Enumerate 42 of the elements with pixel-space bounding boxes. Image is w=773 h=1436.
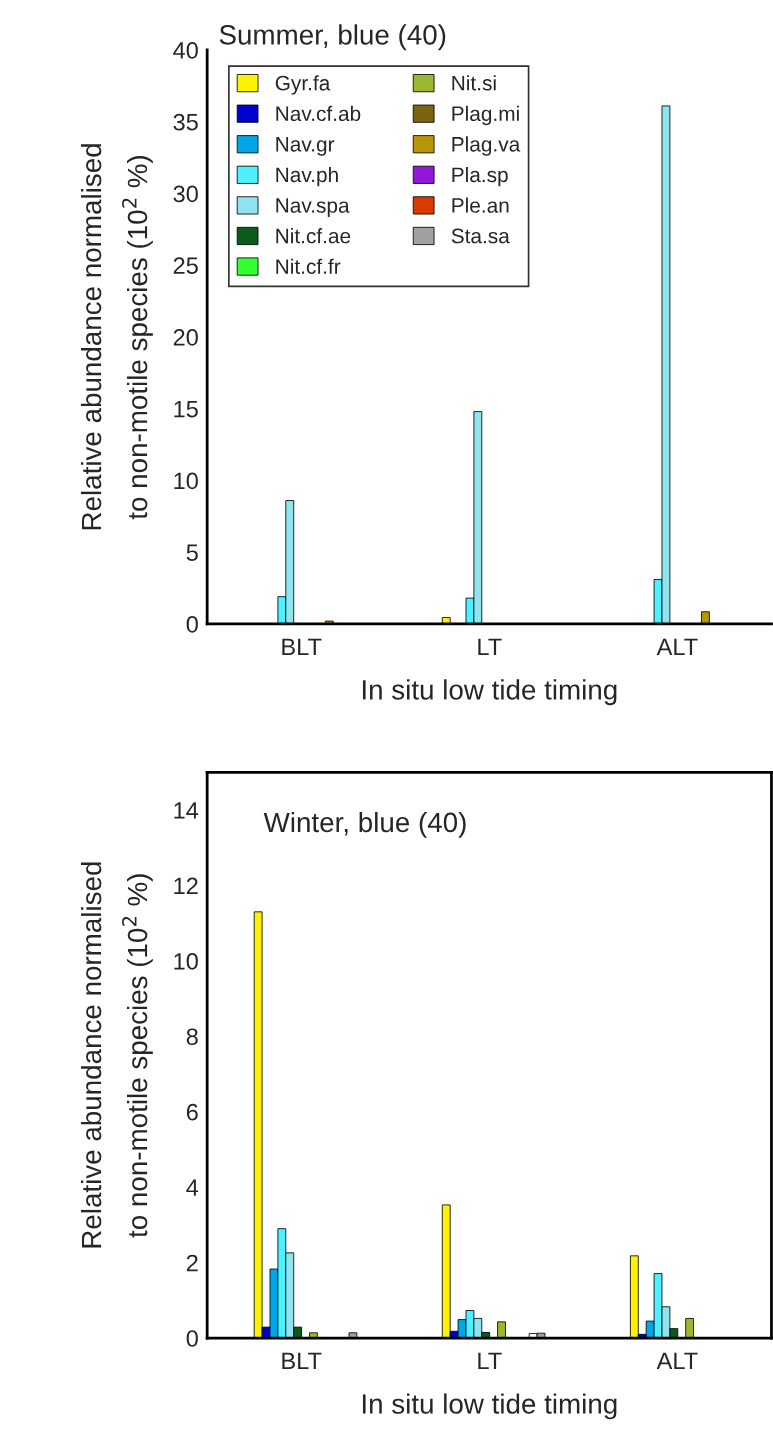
- x-tick-label: ALT: [656, 1352, 698, 1370]
- y-axis-title: Relative abundance normalised to non-motile species (10$^{2}$ %): [80, 862, 153, 1248]
- annotation: Winter, blue (40): [263, 811, 466, 838]
- legend-label: Nav.gr: [276, 137, 335, 156]
- y-tick-label: 4: [186, 1179, 199, 1196]
- y-tick-label: 30: [173, 185, 198, 203]
- x-axis-title: In situ low tide timing: [362, 679, 617, 706]
- y-tick-label: 5: [186, 544, 198, 561]
- legend-label: Nit.cf.ae: [276, 228, 351, 244]
- legend-label: Gyr.fa: [275, 75, 331, 95]
- y-tick-label: 2: [186, 1254, 198, 1272]
- y-tick-label: 10: [174, 472, 198, 490]
- y-tick-label: 14: [174, 802, 199, 819]
- y-tick-label: 8: [186, 1028, 198, 1046]
- x-tick-label: BLT: [282, 1352, 322, 1370]
- x-tick-label: LT: [478, 1352, 502, 1370]
- y-tick-label: 15: [174, 401, 198, 418]
- legend-label: Plag.mi: [452, 105, 519, 126]
- y-tick-label: 10: [174, 952, 198, 970]
- y-axis-title: Relative abundance normalised to non-motile species (10$^{2}$ %): [80, 144, 153, 530]
- legend-label: Nav.spa: [276, 198, 350, 217]
- legend-label: Nav.cf.ab: [276, 105, 361, 122]
- x-tick-label: LT: [478, 638, 502, 655]
- y-tick-label: 25: [173, 257, 198, 274]
- x-tick-label: ALT: [656, 638, 698, 655]
- legend-label: Nit.si: [452, 75, 496, 91]
- y-tick-label: 6: [186, 1103, 198, 1121]
- legend-label: Nit.cf.fr: [276, 258, 341, 274]
- y-tick-label: 12: [174, 877, 198, 894]
- legend-label: Nav.ph: [276, 166, 338, 187]
- chart-title: Summer, blue (40): [219, 24, 446, 51]
- x-axis-title: In situ low tide timing: [362, 1393, 617, 1420]
- y-tick-label: 0: [186, 616, 198, 633]
- y-tick-label: 35: [173, 113, 198, 131]
- y-tick-label: 40: [173, 42, 198, 59]
- legend-label: Pla.sp: [452, 166, 508, 187]
- legend-label: Ple.an: [452, 197, 509, 213]
- y-tick-label: 20: [173, 329, 198, 346]
- y-tick-label: 0: [186, 1330, 198, 1347]
- x-tick-label: BLT: [282, 638, 322, 655]
- legend-label: Plag.va: [452, 136, 521, 156]
- legend-label: Sta.sa: [451, 228, 510, 244]
